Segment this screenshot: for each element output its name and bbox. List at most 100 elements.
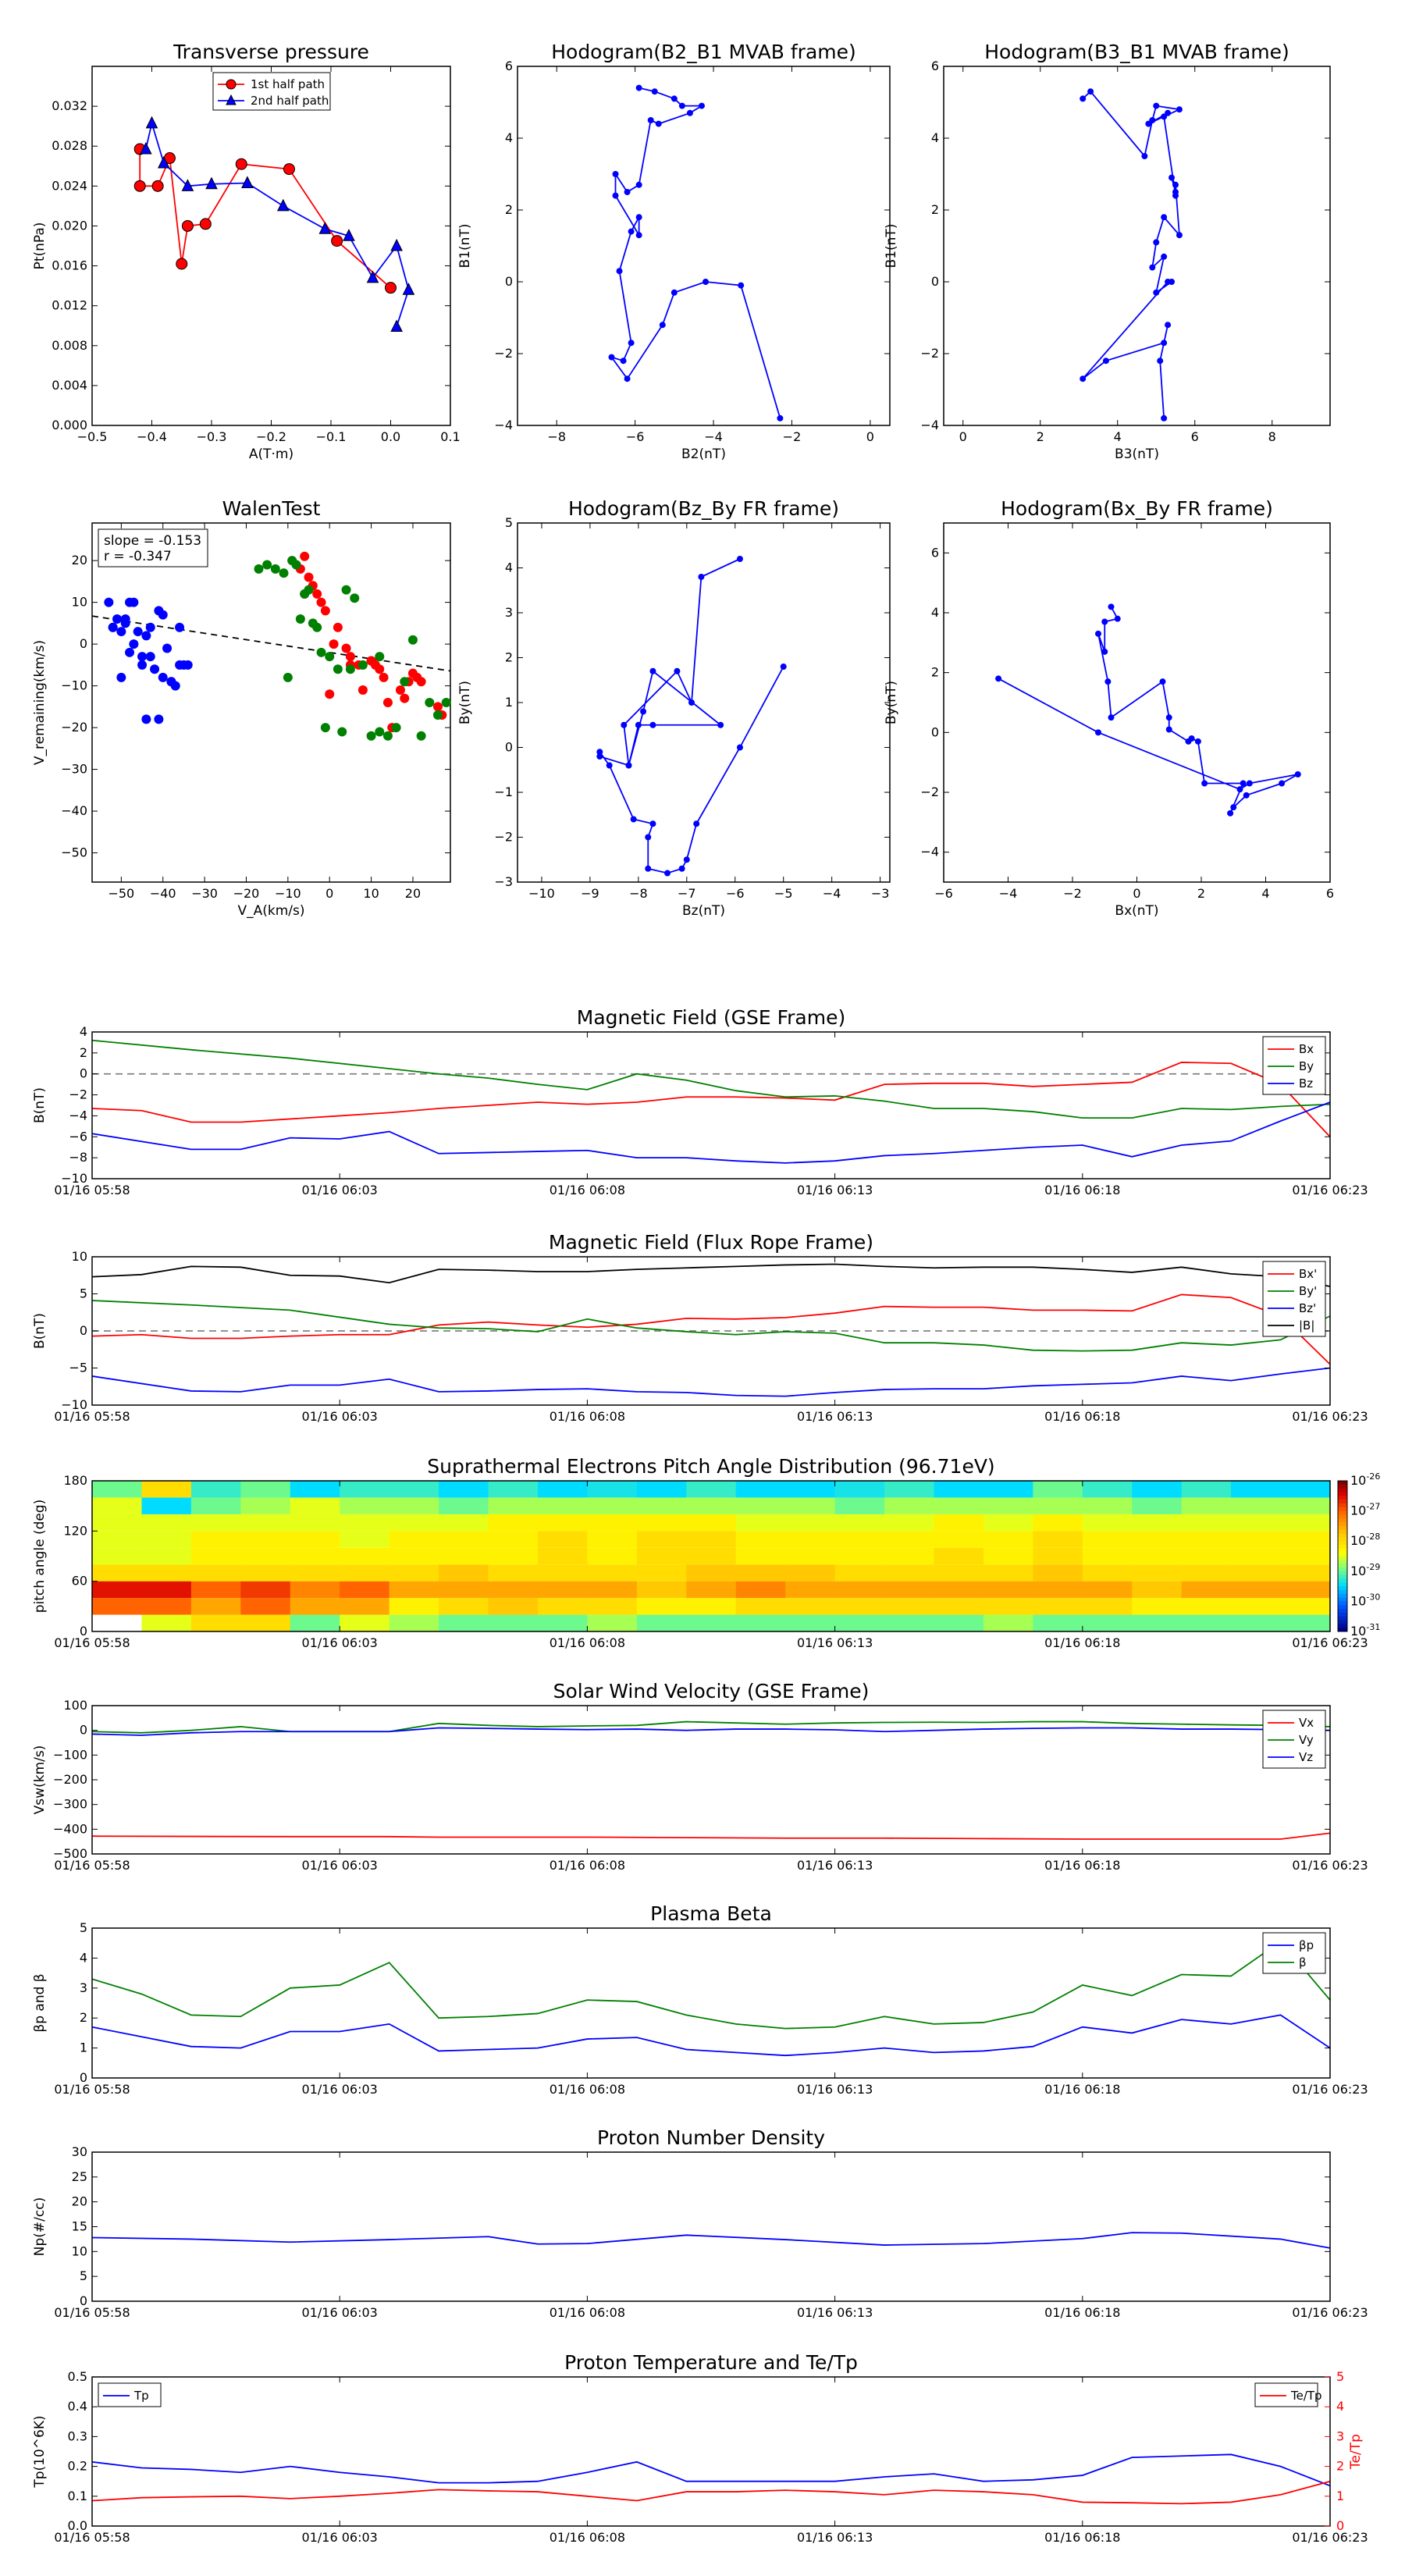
colorbar-segment — [1338, 1601, 1347, 1606]
data-point — [181, 219, 194, 232]
y-tick-label: 180 — [63, 1473, 87, 1488]
heatmap-cell — [389, 1497, 439, 1514]
heatmap-cell — [1132, 1531, 1183, 1548]
data-point — [175, 622, 185, 632]
data-point — [1185, 738, 1192, 745]
plot-frame — [91, 2376, 1331, 2527]
data-point — [655, 120, 662, 127]
heatmap-cell — [1033, 1614, 1083, 1631]
transverse-pressure-panel: Transverse pressure −0.5 −0.4 −0.3 −0.2 −0.1 0… — [32, 41, 461, 462]
colorbar-frame — [1337, 1480, 1348, 1632]
x-tick-label: −50 — [108, 886, 134, 901]
data-point — [635, 84, 642, 91]
data-point — [158, 610, 168, 620]
heatmap-cell — [1082, 1598, 1133, 1615]
data-point — [620, 358, 627, 365]
heatmap-cell — [636, 1531, 687, 1548]
colorbar-segment — [1338, 1612, 1347, 1617]
y-tick-label: −10 — [61, 678, 87, 693]
x-tick-label: 01/16 06:08 — [550, 1409, 625, 1424]
colorbar-segment — [1338, 1507, 1347, 1512]
heatmap-cell — [240, 1598, 291, 1615]
y-tick-label: 15 — [72, 2219, 87, 2234]
heatmap-cell — [1181, 1514, 1232, 1532]
heatmap-cell — [439, 1564, 489, 1582]
heatmap-cell — [834, 1598, 885, 1615]
data-point — [402, 283, 415, 295]
heatmap-cell — [1082, 1497, 1133, 1514]
legend-box — [1262, 1710, 1326, 1769]
x-tick-label: −10 — [275, 886, 301, 901]
series-line-Bx — [91, 1062, 1331, 1137]
heatmap-cell — [1181, 1598, 1232, 1615]
data-point — [736, 744, 743, 751]
heatmap-cell — [389, 1581, 439, 1599]
mag-gse-panel: Magnetic Field (GSE Frame) −10 −8 −6 −4 −2 0 2 4… — [32, 1006, 1368, 1197]
heatmap-cell — [785, 1614, 836, 1631]
data-point — [1153, 239, 1160, 246]
heatmap-cell — [340, 1547, 390, 1565]
y-tick-label: 0.032 — [52, 98, 87, 113]
heatmap-cell — [934, 1598, 984, 1615]
x-axis-label: Bx(nT) — [1115, 903, 1158, 919]
heatmap-cell — [834, 1481, 885, 1498]
heatmap-cell — [1082, 1564, 1133, 1582]
heatmap-cell — [537, 1481, 588, 1498]
heatmap-cell — [686, 1547, 737, 1565]
data-point — [649, 820, 656, 827]
heatmap-cell — [439, 1514, 489, 1532]
data-point — [395, 685, 405, 695]
data-point — [425, 698, 435, 707]
data-point — [331, 235, 343, 247]
heatmap-cell — [884, 1598, 934, 1615]
heatmap-cell — [884, 1547, 934, 1565]
y-tick-label-right: 4 — [1336, 2399, 1344, 2414]
heatmap-cell — [1033, 1481, 1083, 1498]
x-tick-label: −6 — [726, 886, 745, 901]
data-point — [1161, 340, 1168, 347]
colorbar-segment — [1338, 1503, 1347, 1508]
heatmap-cell — [141, 1481, 192, 1498]
heatmap-cell — [439, 1581, 489, 1599]
heatmap-cell — [340, 1514, 390, 1532]
y-tick-label: 5 — [505, 515, 513, 530]
x-tick-label: −8 — [629, 886, 648, 901]
heatmap-cell — [1082, 1481, 1133, 1498]
data-point — [129, 597, 139, 607]
heatmap-cell — [1231, 1481, 1282, 1498]
y-axis-label: B1(nT) — [884, 224, 899, 269]
heatmap-cell — [190, 1564, 241, 1582]
data-point — [702, 279, 710, 285]
y-tick-label: 2 — [505, 202, 513, 217]
data-point — [108, 622, 118, 632]
x-tick-label: −4 — [999, 886, 1018, 901]
data-point — [316, 597, 326, 607]
x-tick-label: 01/16 06:23 — [1292, 2082, 1368, 2097]
pad-panel: 10-2610-2710-2810-2910-3010-31Supratherm… — [32, 1455, 1380, 1650]
heatmap-cell — [190, 1614, 241, 1631]
heatmap-cell — [1280, 1564, 1331, 1582]
x-tick-label: 01/16 06:18 — [1044, 2530, 1120, 2545]
y-tick-label: 3 — [505, 605, 513, 620]
x-tick-label: 01/16 06:08 — [550, 2530, 625, 2545]
data-point — [325, 652, 335, 662]
data-point — [1161, 113, 1168, 120]
y-axis-label: B(nT) — [32, 1313, 48, 1349]
heatmap-cell — [834, 1514, 885, 1532]
data-point — [630, 816, 637, 823]
data-point — [1201, 780, 1208, 787]
heatmap-cell — [934, 1564, 984, 1582]
heatmap-cell — [141, 1547, 192, 1565]
data-point — [1168, 279, 1176, 285]
heatmap-cell — [735, 1481, 786, 1498]
heatmap-cell — [92, 1514, 142, 1532]
proton-temp-panel: Proton Temperature and Te/Tp 0.0 0.1 0.2 0.3… — [32, 2351, 1368, 2545]
data-point — [621, 721, 628, 728]
x-tick-label: −0.5 — [77, 429, 108, 444]
data-point — [651, 88, 658, 95]
series-line-_B_ — [91, 1263, 1331, 1287]
heatmap-cell — [340, 1481, 390, 1498]
data-point — [295, 614, 305, 624]
heatmap-cell — [934, 1514, 984, 1532]
legend-label: Tp — [133, 2389, 149, 2403]
